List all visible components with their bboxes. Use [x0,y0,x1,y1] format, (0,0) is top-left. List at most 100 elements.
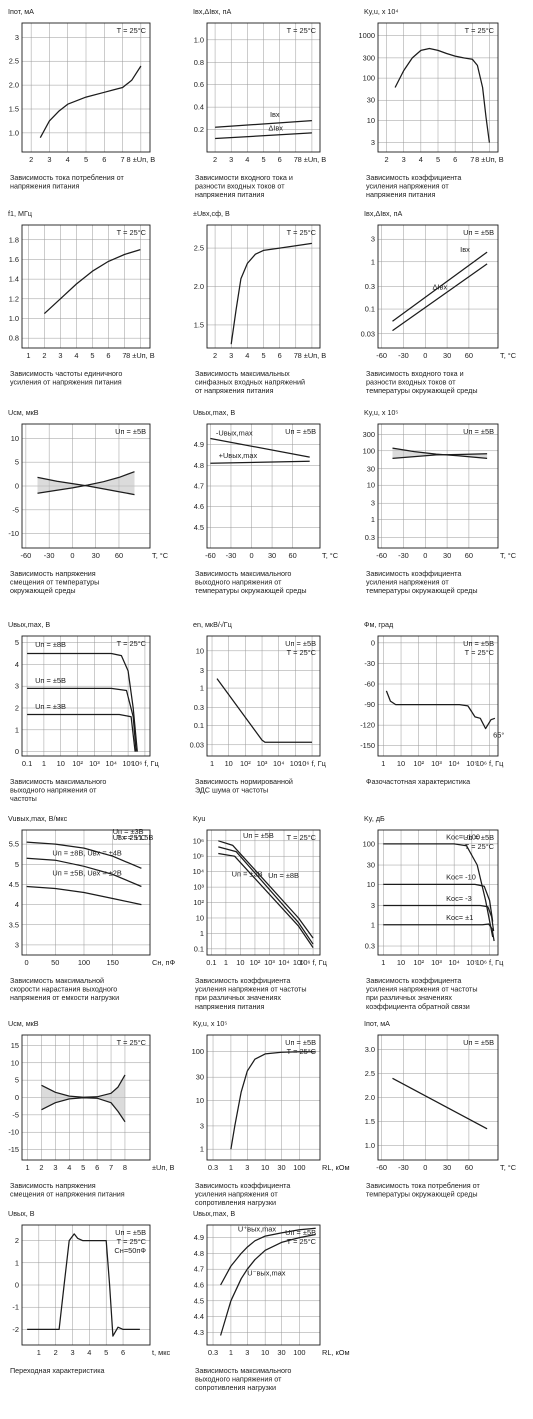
plot-frame [377,22,499,153]
y-tick-label: 100 [363,839,375,848]
chart-caption: Переходная характеристика [10,1366,105,1375]
series-line [392,1077,488,1130]
x-tick-label: 1 [42,759,46,768]
condition-label: Uп = ±5В [463,427,494,436]
curve-label: Uп = ±5В, Uвх = ±2В [52,869,122,878]
x-axis-label: T, °C [500,351,517,360]
x-tick-label: 3 [245,1348,249,1357]
series-line [43,249,141,315]
y-tick-label: 1.0 [194,35,204,44]
x-tick-label: 30 [443,1163,451,1172]
curve-label: Uп = ±3В [35,702,66,711]
chart-caption: Зависимость коэффициента [195,1181,290,1190]
curve-label: Iвх [270,110,280,119]
chart-title: Iвх,ΔIвх, пА [193,7,232,16]
x-axis-label: Cн, пФ [152,958,176,967]
chart-caption: окружающей среды [10,586,76,595]
curve-label: Iвх [460,245,470,254]
x-tick-label: 2 [42,351,46,360]
series-line [394,47,491,143]
x-tick-label: 10³ [431,759,442,768]
condition-label: T = 25°C [287,26,317,35]
x-tick-label: 10 [397,759,405,768]
x-tick-label: 1 [224,958,228,967]
y-tick-label: 0.03 [190,740,204,749]
x-tick-label: 7 [121,155,125,164]
chart-title: Uвых,max, В [8,620,50,629]
x-tick-label: 10⁴ [448,958,459,967]
x-tick-label: 2 [213,155,217,164]
y-tick-label: 10⁴ [193,867,204,876]
curve-label: +Uвых,max [219,451,258,460]
y-tick-label: 3 [15,682,19,691]
chart-caption: усиления от напряжения питания [10,378,122,387]
x-tick-label: -30 [398,351,409,360]
series-line [41,1097,126,1123]
x-tick-label: 2 [213,351,217,360]
series-line [41,1074,126,1098]
x-tick-label: 10⁶ f, Гц [299,958,327,967]
x-tick-label: 5 [90,351,94,360]
chart-caption: смещения от температуры [10,578,99,587]
series-line [215,119,312,128]
y-tick-label: -150 [360,741,375,750]
chart-caption: температуры окружающей среды [366,586,477,595]
plot-frame [206,1034,321,1161]
series-line [37,476,135,496]
y-tick-label: 4.5 [9,880,19,889]
x-tick-label: 10³ [431,958,442,967]
chart-caption: усиления напряжения от частоты [366,985,478,994]
condition-label: Uп = ±5В [285,1228,316,1237]
y-tick-label: 1.6 [9,255,19,264]
chart-caption: скорости нарастания выходного [10,985,117,994]
condition-label: Uп = ±5В [285,639,316,648]
chart-caption: выходного напряжения от [195,578,282,587]
y-tick-label: 3.0 [365,1045,375,1054]
condition-label: T = 25°C [287,228,317,237]
x-tick-label: 6 [106,351,110,360]
x-tick-label: 10³ [264,958,275,967]
x-tick-label: 10⁴ [448,759,459,768]
condition-label: T = 25°C [465,648,495,657]
chart-title: Uвых, В [8,1209,35,1218]
y-tick-label: 10 [196,646,204,655]
y-tick-label: 10 [196,913,204,922]
x-tick-label: 6 [121,1348,125,1357]
series-line [215,132,312,140]
chart-caption: разности входных токов от [195,182,285,191]
y-tick-label: 1.5 [194,320,204,329]
series-line [27,687,137,752]
plot-frame [377,829,499,956]
y-tick-label: 4.9 [194,1233,204,1242]
x-tick-label: 6 [278,351,282,360]
curve-label: Uвх = ±1.5В [113,833,154,842]
series-line [383,883,494,922]
x-tick-label: 10³ [257,759,268,768]
x-tick-label: 7 [470,155,474,164]
x-tick-label: 6 [102,155,106,164]
x-tick-label: 7 [294,155,298,164]
x-tick-label: 7 [109,1163,113,1172]
series-line [218,846,314,945]
series-line [392,251,488,322]
y-tick-label: 30 [367,861,375,870]
y-tick-label: 4 [15,900,19,909]
curve-label: Uп = ±8В [268,871,299,880]
chart-title: Vuвых,max, В/мкс [8,814,68,823]
y-tick-label: 10³ [193,883,204,892]
x-tick-label: 1 [381,958,385,967]
x-tick-label: 2 [385,155,389,164]
x-tick-label: 10⁵ [122,759,133,768]
chart-caption: напряжения питания [366,190,435,199]
chart-caption: ЭДС шума от частоты [195,786,268,795]
chart-caption: усиления напряжения от частоты [195,985,307,994]
y-tick-label: 1.8 [9,235,19,244]
series-line [37,471,135,494]
curve-label: -Uвых,max [216,428,253,437]
chart-caption: усиления напряжения от [366,182,449,191]
chart-caption: выходного напряжения от [10,786,97,795]
y-tick-label: 0 [371,638,375,647]
chart-title: Ky,u, x 10⁵ [193,1019,227,1028]
series-line [383,843,494,938]
